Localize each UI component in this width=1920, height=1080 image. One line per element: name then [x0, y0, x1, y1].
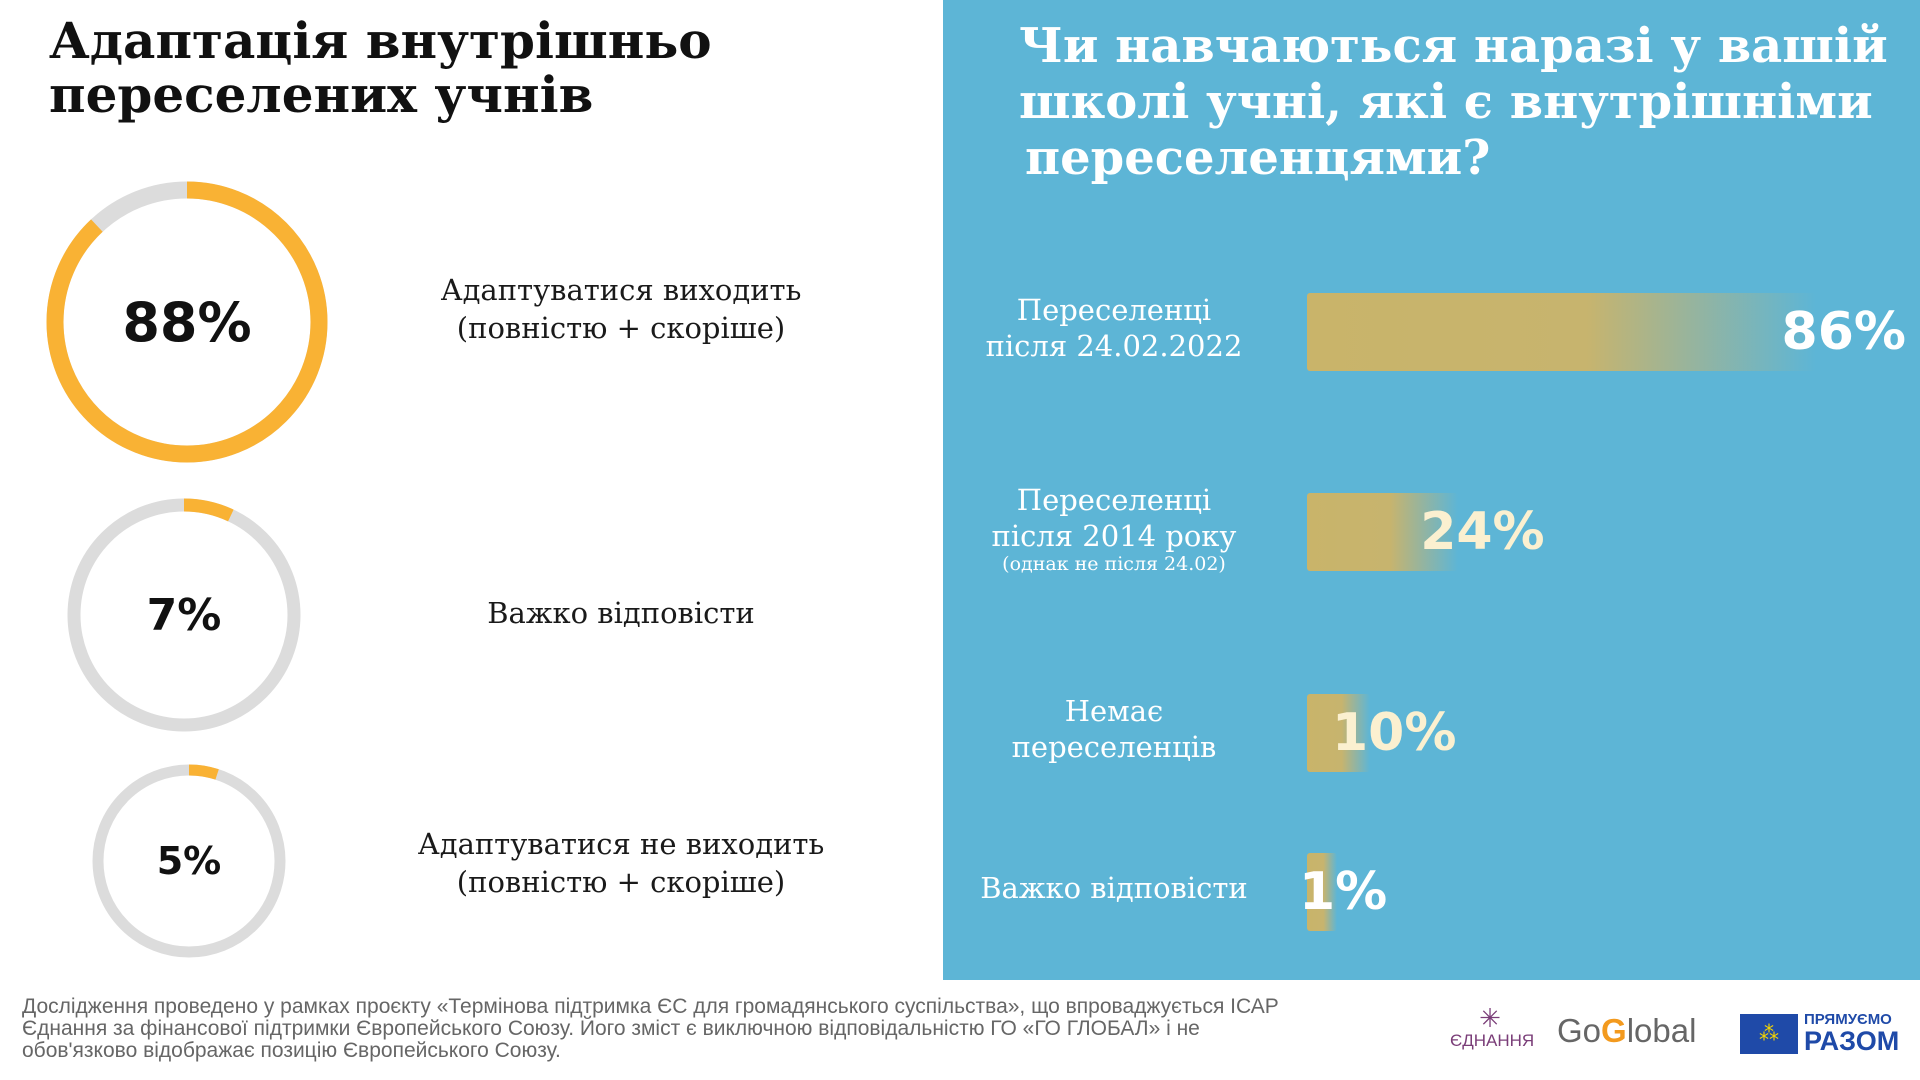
logo-text: Go — [1557, 1012, 1602, 1049]
ring-label: Важко відповісти — [361, 594, 881, 632]
ring-label-line: Адаптуватися виходить — [440, 273, 802, 307]
footer-disclaimer: Дослідження проведено у рамках проєкту «… — [22, 996, 1462, 1062]
dandelion-icon: ✳ — [1479, 1003, 1501, 1033]
ring-value: 7% — [146, 589, 222, 641]
bar-value-label: 1% — [1299, 862, 1388, 922]
category-label-line: після 2014 року — [991, 519, 1237, 553]
logo-text: lobal — [1626, 1012, 1697, 1049]
category-label: Переселенці після 2014 року (однак не післ… — [964, 482, 1264, 574]
ring-label: Адаптуватися виходить (повністю + скоріше… — [361, 271, 881, 347]
footer-line: обов'язково відображає позицію Європейсь… — [22, 1039, 561, 1062]
category-label-line: Переселенці — [1016, 483, 1212, 517]
chart-title-line: школі учні, які є внутрішніми — [1019, 74, 1873, 130]
chart-title-line: Чи навчаються наразі у вашій — [1019, 18, 1888, 74]
bar-value-label: 86% — [1781, 302, 1906, 362]
bar-value-label: 24% — [1420, 502, 1545, 562]
category-label-line: після 24.02.2022 — [985, 329, 1243, 363]
logo-g: G — [1601, 1012, 1627, 1049]
category-label-line: Переселенці — [1016, 293, 1212, 327]
category-label: Переселенці після 24.02.2022 — [964, 292, 1264, 364]
bar — [1307, 694, 1370, 772]
ring-label-line: Адаптуватися не виходить — [417, 827, 825, 861]
bar — [1307, 853, 1337, 931]
bar — [1307, 293, 1817, 371]
category-label: Немає переселенців — [964, 693, 1264, 765]
category-note: (однак не після 24.02) — [1002, 553, 1226, 575]
logo-text: ЄДНАННЯ — [1450, 1031, 1535, 1050]
ring-fill — [67, 498, 301, 732]
chart-panel — [943, 0, 1920, 980]
ring-label-line: (повністю + скоріше) — [456, 311, 786, 345]
category-label-line: переселенців — [1011, 730, 1217, 764]
logo-text: РАЗОМ — [1804, 1026, 1900, 1056]
logo-text: ПРЯМУЄМО — [1804, 1011, 1892, 1028]
ring-value: 88% — [122, 290, 252, 354]
goglobal-logo: GoGlobal — [1557, 1012, 1696, 1050]
footer-line: Єднання за фінансової підтримки Європейс… — [22, 1017, 1200, 1040]
donut-ring: 7% — [61, 492, 307, 738]
donut-ring: 88% — [38, 173, 336, 471]
ring-fill — [46, 181, 328, 463]
ring-value: 5% — [156, 839, 222, 883]
ring-label: Адаптуватися не виходить (повністю + скор… — [361, 825, 881, 901]
category-label: Важко відповісти — [964, 870, 1264, 906]
title-line: переселених учнів — [49, 65, 594, 124]
eu-flag-icon: ⁂ — [1740, 1013, 1798, 1054]
category-label-line: Немає — [1064, 694, 1164, 728]
category-label-line: Важко відповісти — [980, 871, 1248, 905]
ring-label-line: Важко відповісти — [487, 596, 755, 630]
ednannia-logo: ✳ ЄДНАННЯ — [1450, 1003, 1535, 1051]
page-title: Адаптація внутрішньо переселених учнів — [49, 14, 712, 122]
bar-value-label: 10% — [1332, 703, 1457, 763]
bar — [1307, 493, 1459, 571]
ring-fill — [92, 764, 286, 958]
footer-line: Дослідження проведено у рамках проєкту «… — [22, 995, 1279, 1018]
eu-logo: ⁂ ПРЯМУЄМО РАЗОМ — [1740, 1012, 1899, 1055]
title-line: Адаптація внутрішньо — [49, 11, 712, 70]
donut-ring: 5% — [87, 759, 291, 963]
chart-title-line: переселенцями? — [1025, 130, 1491, 186]
chart-title: Чи навчаються наразі у вашій школі учні,… — [1019, 18, 1899, 186]
ring-label-line: (повністю + скоріше) — [456, 865, 786, 899]
